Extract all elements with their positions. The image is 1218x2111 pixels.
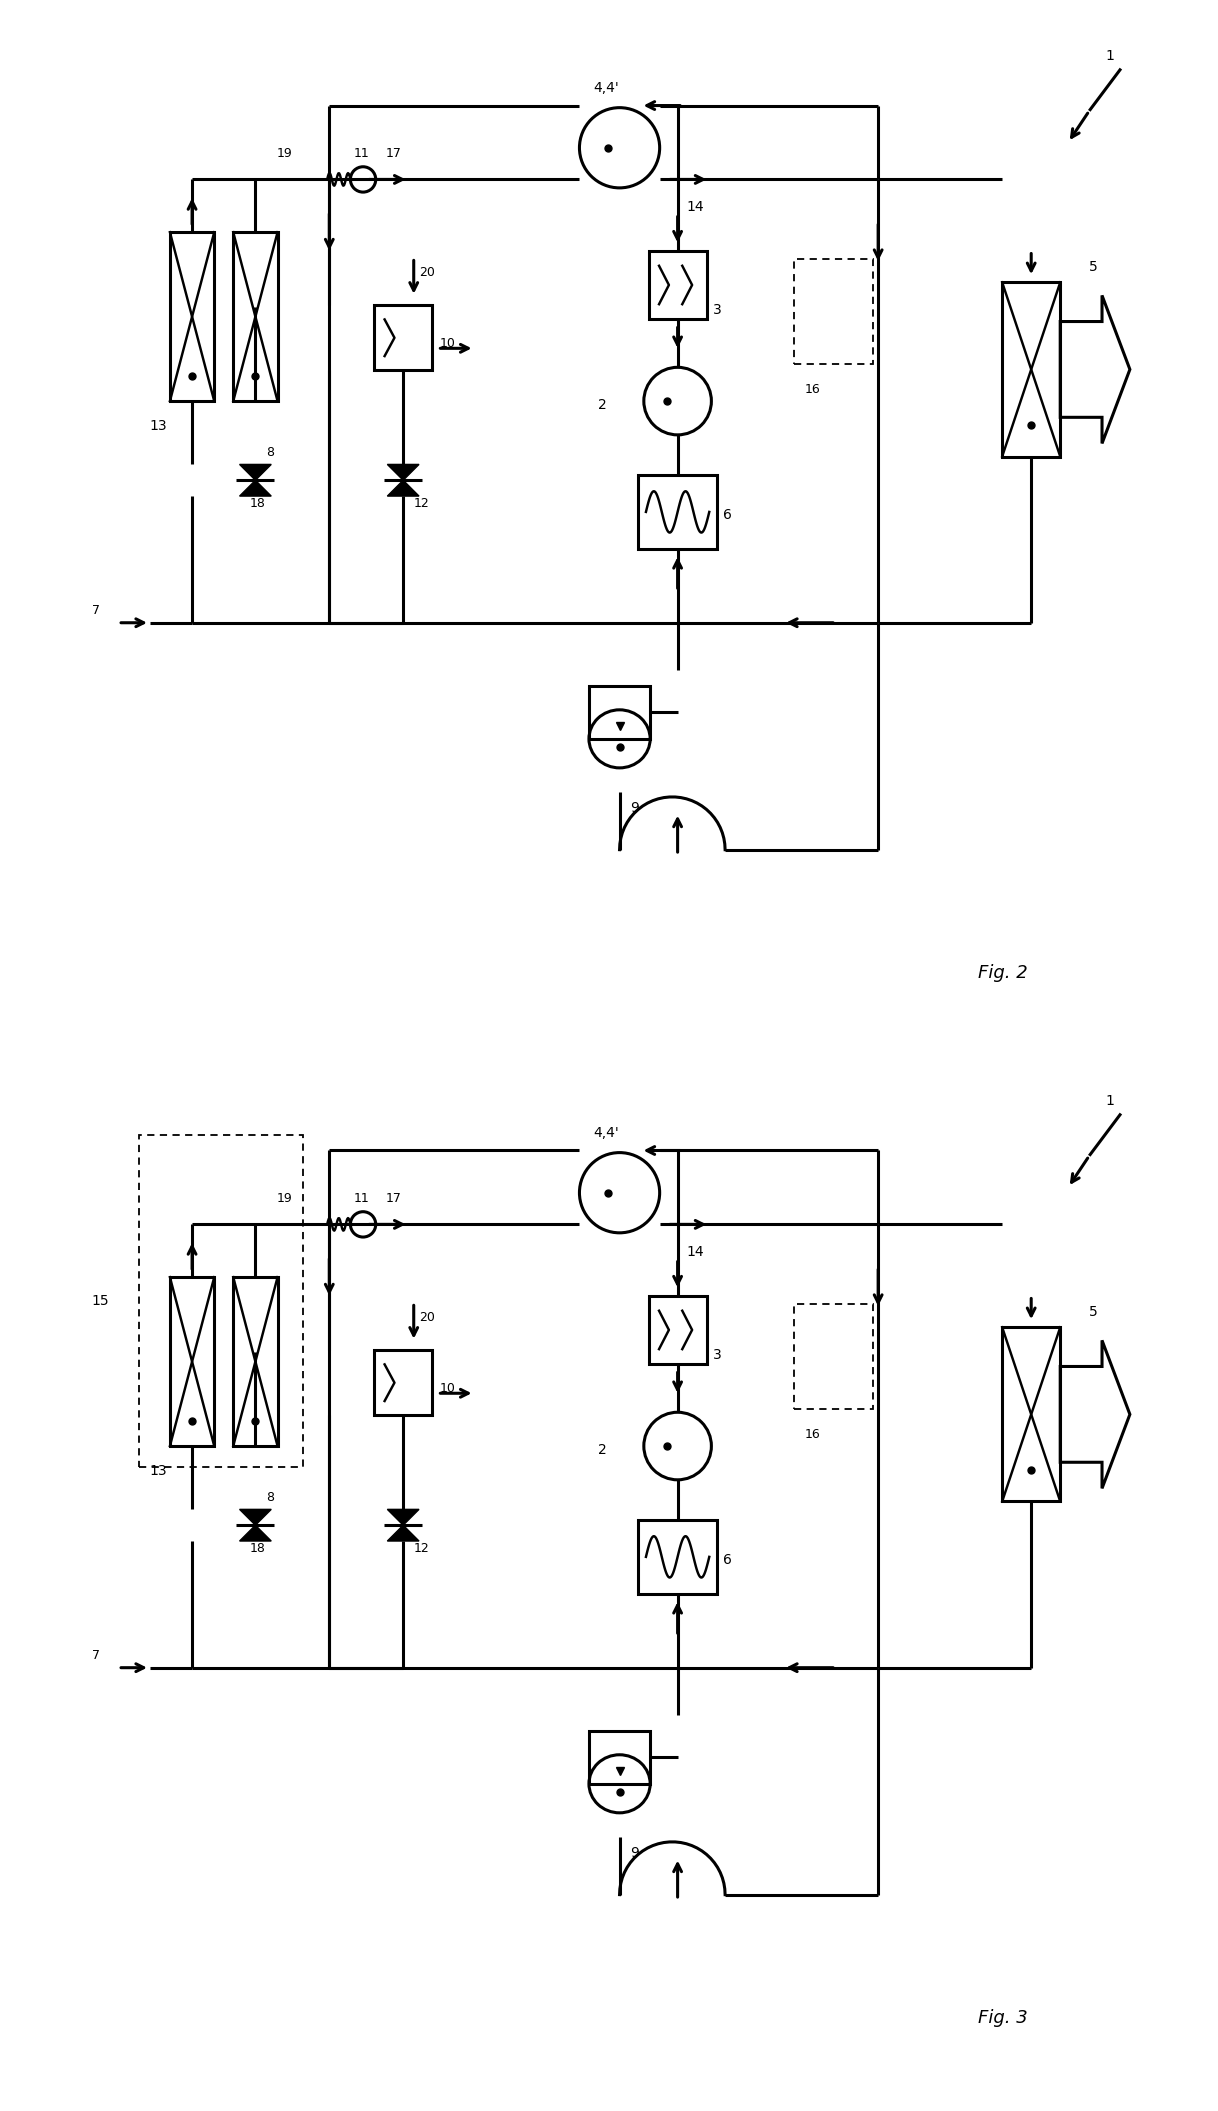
Text: 6: 6 xyxy=(723,1554,732,1566)
Bar xyxy=(1002,1328,1060,1501)
Bar xyxy=(1002,283,1060,456)
Polygon shape xyxy=(387,1524,419,1541)
Text: 15: 15 xyxy=(91,1294,110,1309)
Text: 7: 7 xyxy=(91,604,100,619)
Text: 14: 14 xyxy=(686,201,704,213)
Text: 7: 7 xyxy=(91,1649,100,1663)
Text: 13: 13 xyxy=(150,1463,168,1478)
Text: 4,4': 4,4' xyxy=(593,80,619,95)
Text: 3: 3 xyxy=(713,1347,721,1362)
Bar xyxy=(374,306,432,372)
Text: 19: 19 xyxy=(276,148,292,160)
Bar xyxy=(638,475,717,549)
Polygon shape xyxy=(387,1509,419,1524)
Text: 9: 9 xyxy=(630,1845,639,1860)
Text: 8: 8 xyxy=(266,445,274,458)
Text: 2: 2 xyxy=(598,1442,608,1457)
Bar xyxy=(171,1277,214,1446)
Bar xyxy=(590,1731,650,1784)
Text: 4,4': 4,4' xyxy=(593,1125,619,1140)
Bar xyxy=(794,1305,873,1410)
Text: 18: 18 xyxy=(250,1541,266,1554)
Bar xyxy=(648,251,706,319)
Polygon shape xyxy=(240,1524,272,1541)
Text: 5: 5 xyxy=(1089,260,1097,274)
Polygon shape xyxy=(240,481,272,496)
Text: 1: 1 xyxy=(1105,1093,1114,1108)
Text: 16: 16 xyxy=(804,382,820,397)
Text: 13: 13 xyxy=(150,418,168,433)
Text: 10: 10 xyxy=(440,1383,456,1395)
Text: 11: 11 xyxy=(353,148,369,160)
Text: 17: 17 xyxy=(385,148,401,160)
Bar xyxy=(233,232,278,401)
Text: 9: 9 xyxy=(630,800,639,815)
Text: 20: 20 xyxy=(419,266,435,279)
Bar xyxy=(139,1136,303,1467)
Polygon shape xyxy=(240,464,272,481)
Text: Fig. 2: Fig. 2 xyxy=(978,963,1028,982)
Text: 10: 10 xyxy=(440,338,456,350)
Text: 18: 18 xyxy=(250,496,266,511)
Text: Fig. 3: Fig. 3 xyxy=(978,2008,1028,2027)
Polygon shape xyxy=(387,481,419,496)
Polygon shape xyxy=(387,464,419,481)
Text: 14: 14 xyxy=(686,1245,704,1258)
Polygon shape xyxy=(240,1509,272,1524)
Bar xyxy=(648,1296,706,1364)
Text: 8: 8 xyxy=(266,1490,274,1503)
Text: 3: 3 xyxy=(713,302,721,317)
Text: 11: 11 xyxy=(353,1193,369,1205)
Text: 2: 2 xyxy=(598,397,608,412)
Bar xyxy=(374,1351,432,1416)
Bar xyxy=(590,686,650,739)
Bar xyxy=(233,1277,278,1446)
Text: 19: 19 xyxy=(276,1193,292,1205)
Text: 5: 5 xyxy=(1089,1305,1097,1319)
Text: 20: 20 xyxy=(419,1311,435,1324)
Text: 6: 6 xyxy=(723,509,732,524)
Text: 16: 16 xyxy=(804,1427,820,1440)
Bar xyxy=(638,1520,717,1594)
Text: 12: 12 xyxy=(414,1541,430,1554)
Text: 12: 12 xyxy=(414,496,430,511)
Bar xyxy=(171,232,214,401)
Text: 1: 1 xyxy=(1105,49,1114,63)
Text: 17: 17 xyxy=(385,1193,401,1205)
Bar xyxy=(794,260,873,363)
